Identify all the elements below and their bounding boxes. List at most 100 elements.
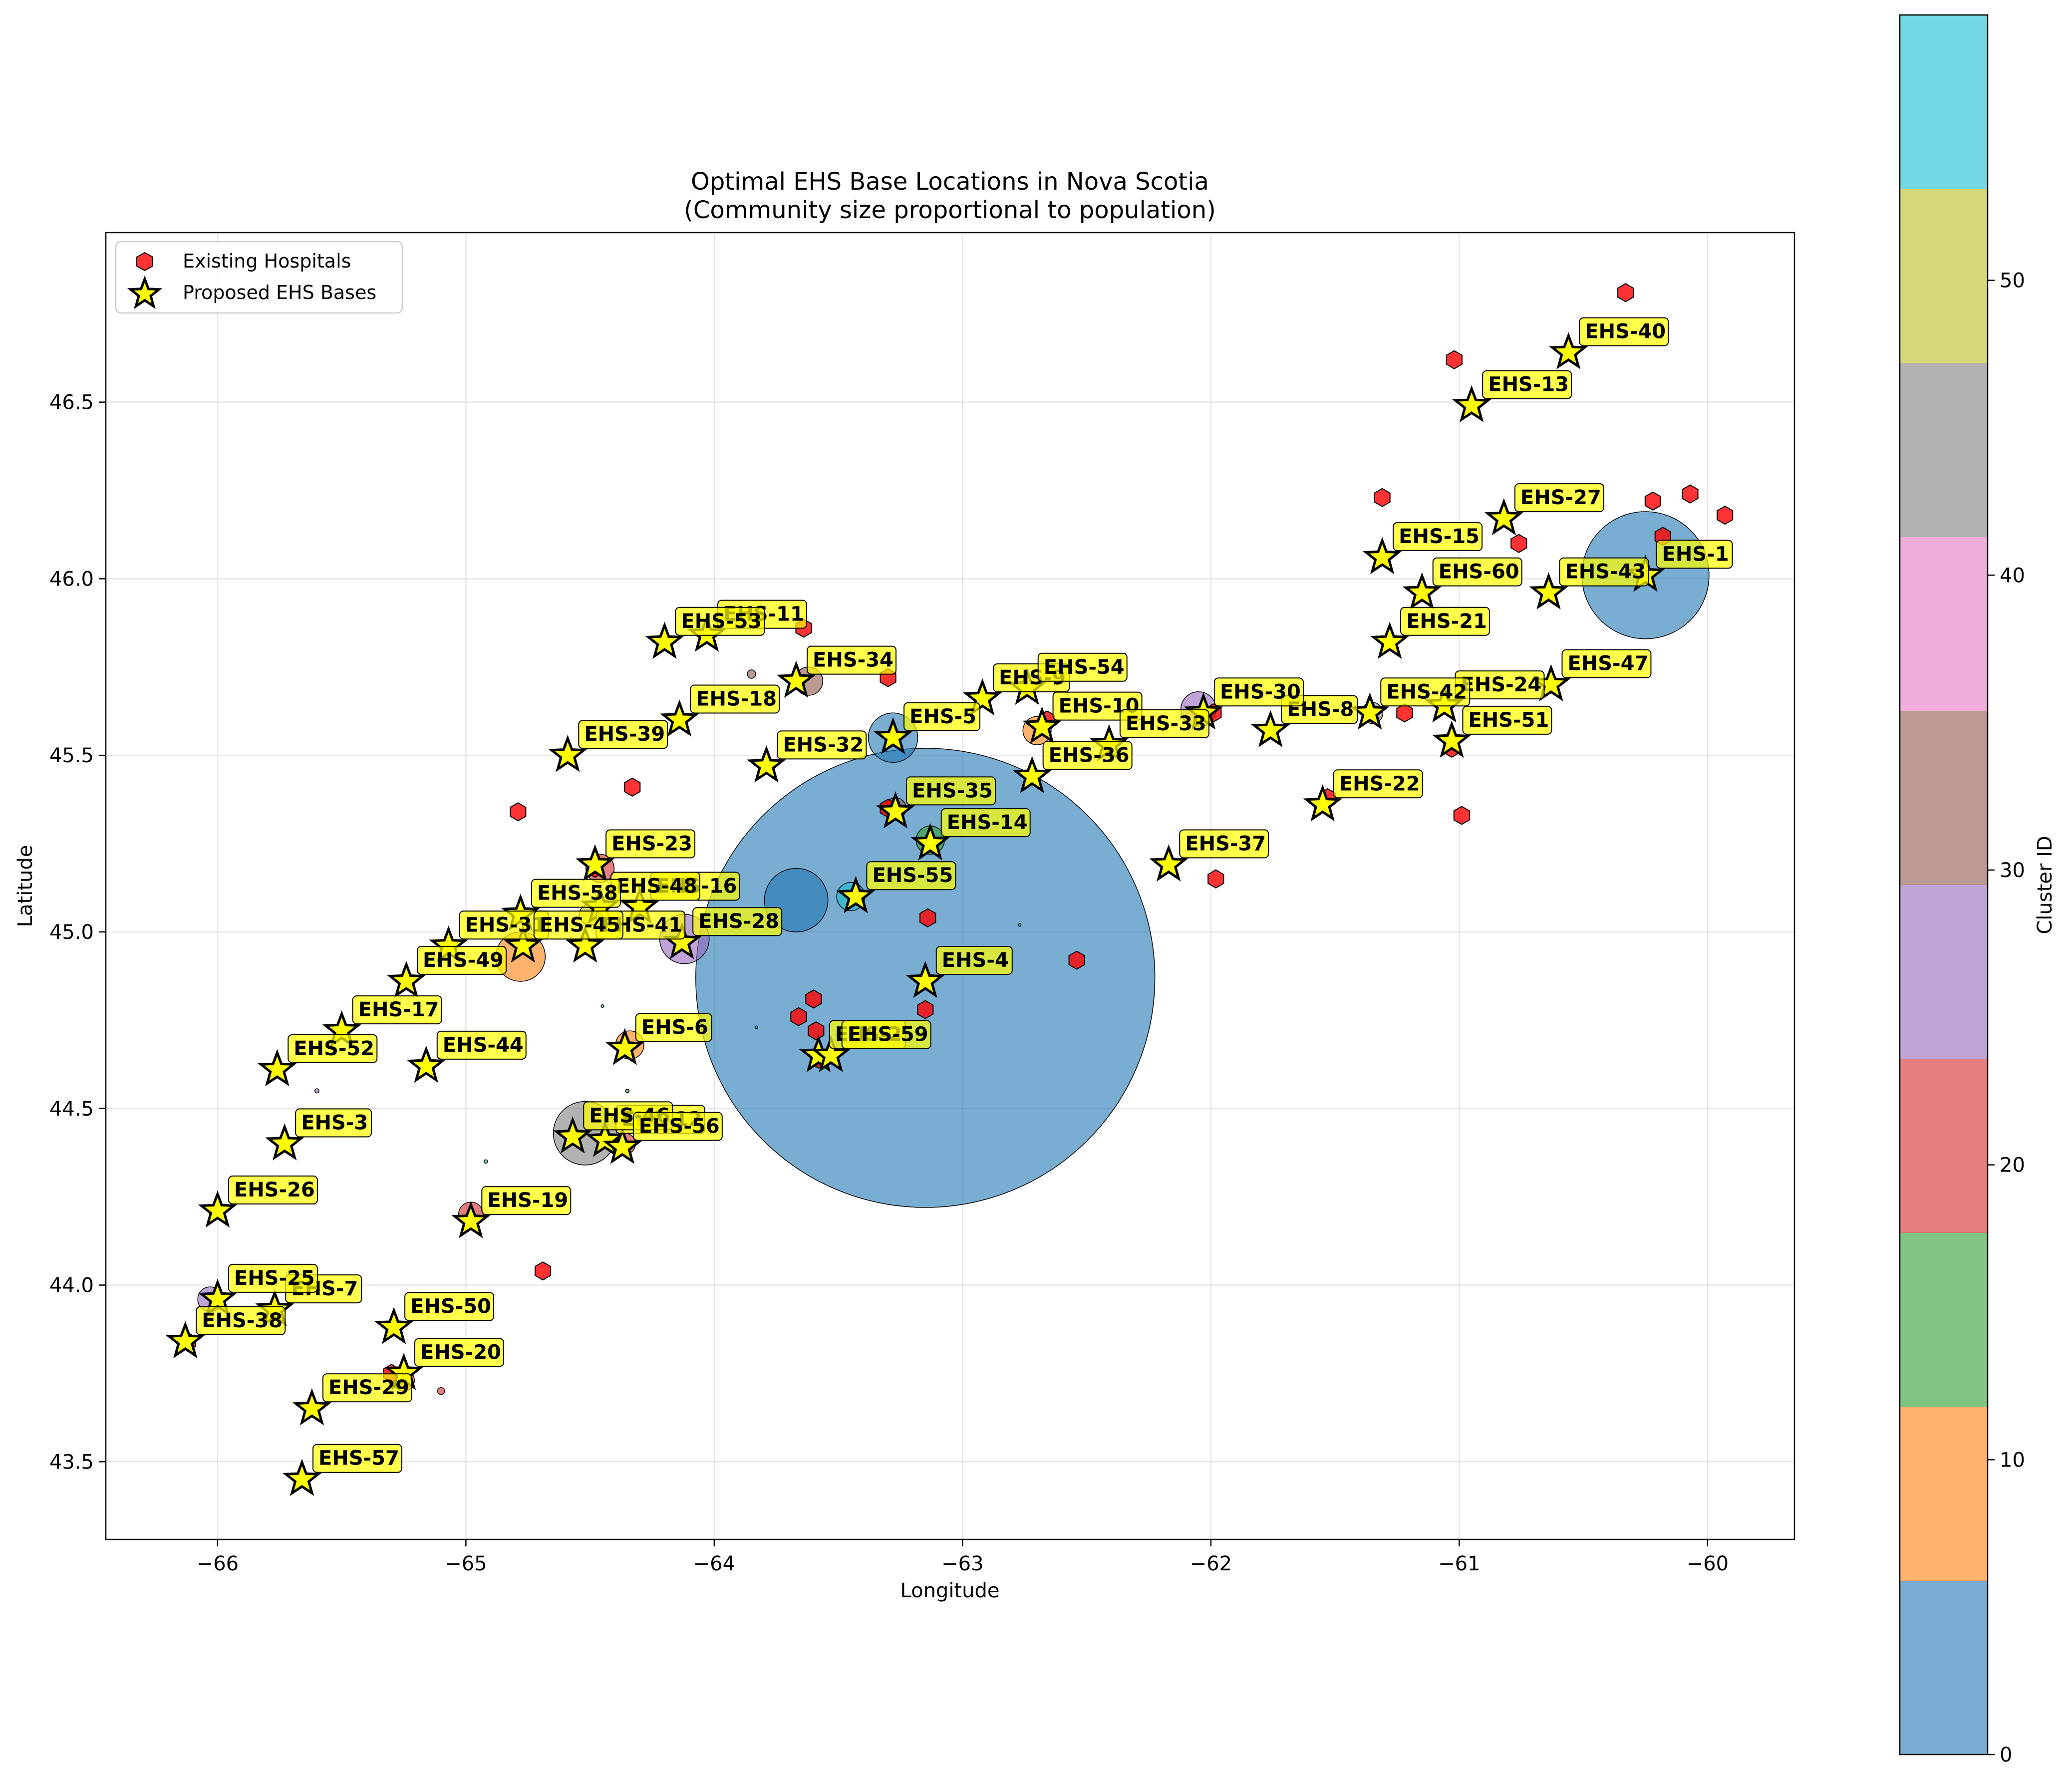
base-label-box — [352, 995, 442, 1025]
base-label-box — [288, 1034, 378, 1063]
base-label-box — [531, 879, 621, 908]
colorbar-tick-label: 20 — [2000, 1154, 2025, 1177]
colorbar-segment — [1900, 1232, 1988, 1407]
base-label-box — [1400, 606, 1490, 636]
base-star — [1529, 572, 1568, 609]
hospital-marker — [808, 1021, 825, 1041]
base-label: EHS-49 — [423, 949, 504, 972]
x-tick-label: −64 — [693, 1552, 735, 1575]
base-star — [1022, 706, 1062, 744]
base-star — [292, 1388, 332, 1426]
base-label: EHS-51 — [1468, 709, 1549, 732]
base-label: EHS-45 — [540, 913, 620, 936]
base-label: EHS-1 — [1662, 543, 1729, 566]
hospital-marker — [1453, 806, 1470, 825]
base-label-box — [1393, 522, 1483, 551]
base-label: EHS-24 — [1461, 673, 1542, 696]
colorbar — [1900, 15, 1988, 1755]
base-label: EHS-28 — [698, 910, 779, 933]
base-label: EHS-42 — [1386, 680, 1467, 703]
base-label: EHS-58 — [537, 882, 618, 905]
base-label-box — [1432, 557, 1522, 587]
base-label-box — [675, 606, 765, 636]
base-label: EHS-27 — [1520, 486, 1601, 509]
base-label-box — [1559, 557, 1649, 587]
y-tick-label: 43.5 — [49, 1451, 94, 1474]
base-label-box — [414, 1338, 504, 1367]
base-label-box — [605, 829, 696, 859]
base-star — [776, 660, 816, 698]
base-star — [645, 621, 684, 659]
base-label-box — [935, 946, 1013, 975]
base-label: EHS-23 — [611, 833, 692, 856]
base-label: EHS-29 — [328, 1376, 409, 1399]
base-label-box — [481, 1186, 572, 1215]
base-star — [1484, 498, 1524, 536]
base-star — [1251, 710, 1290, 747]
hospital-marker — [510, 802, 527, 822]
base-label-box — [1119, 709, 1209, 738]
base-star — [1432, 720, 1472, 758]
colorbar-segment — [1900, 363, 1988, 537]
base-star — [566, 925, 605, 963]
base-star — [836, 876, 876, 913]
axis-ticks: −66 −65 −64 −63 −62 −61 −60 43.5 44.0 44.5 45.0 45.… — [49, 391, 1729, 1575]
hospital-marker — [535, 1261, 552, 1281]
legend-box — [115, 241, 403, 314]
hospital-marker — [1682, 484, 1699, 504]
y-tick-label: 45.0 — [49, 921, 94, 944]
base-label: EHS-54 — [1044, 656, 1125, 679]
plot-area: EHS-1EHS-2EHS-3EHS-4EHS-5EHS-6EHS-7EHS-8… — [166, 283, 1734, 1496]
base-label: EHS-36 — [1049, 744, 1130, 767]
base-star — [1549, 332, 1588, 369]
base-star — [282, 1459, 322, 1496]
y-tick-label: 46.0 — [49, 568, 94, 591]
base-label-box — [940, 808, 1031, 838]
base-label: EHS-53 — [681, 610, 762, 633]
base-label-box — [635, 1013, 712, 1042]
legend-hospital-icon — [136, 252, 153, 272]
colorbar-tick-label: 50 — [2000, 270, 2025, 293]
hospital-marker — [1717, 505, 1734, 525]
hospital-marker — [624, 777, 641, 797]
base-star — [747, 745, 786, 783]
base-label: EHS-3 — [301, 1112, 368, 1135]
base-label-box — [903, 702, 981, 731]
hospital-marker — [1374, 488, 1391, 507]
base-label: EHS-57 — [318, 1447, 399, 1470]
base-label: EHS-39 — [584, 723, 665, 746]
base-label-box — [1213, 677, 1304, 707]
base-label-box — [1179, 829, 1269, 859]
base-label: EHS-38 — [202, 1309, 283, 1332]
y-tick-label: 44.5 — [49, 1098, 94, 1121]
base-star — [451, 1201, 491, 1238]
y-tick-label: 46.5 — [49, 391, 94, 414]
base-star — [1452, 385, 1491, 422]
colorbar-segment — [1900, 1059, 1988, 1233]
hospital-marker — [805, 989, 822, 1009]
base-label-box — [692, 907, 783, 936]
hospital-marker — [919, 908, 936, 927]
base-label: EHS-21 — [1406, 610, 1487, 633]
base-label-box — [533, 910, 623, 940]
base-label-box — [690, 684, 780, 714]
colorbar-tick-label: 10 — [2000, 1449, 2025, 1472]
colorbar-tick-label: 0 — [2000, 1744, 2012, 1767]
base-star — [602, 1127, 642, 1164]
colorbar-segment — [1900, 15, 1988, 189]
base-star — [873, 717, 913, 755]
base-star — [553, 1116, 592, 1154]
base-star — [166, 1321, 205, 1359]
colorbar-tick-label: 40 — [2000, 564, 2025, 587]
base-star — [1370, 621, 1410, 659]
colorbar-label: Cluster ID — [2034, 836, 2057, 934]
community-bubble — [314, 1088, 319, 1094]
base-label: EHS-13 — [1488, 373, 1569, 396]
x-tick-label: −63 — [941, 1552, 983, 1575]
base-star — [406, 1045, 446, 1083]
base-label: EHS-15 — [1399, 525, 1480, 548]
legend: Existing Hospitals Proposed EHS Bases — [115, 241, 403, 314]
colorbar-frame — [1899, 14, 1989, 1756]
base-star — [905, 960, 945, 998]
